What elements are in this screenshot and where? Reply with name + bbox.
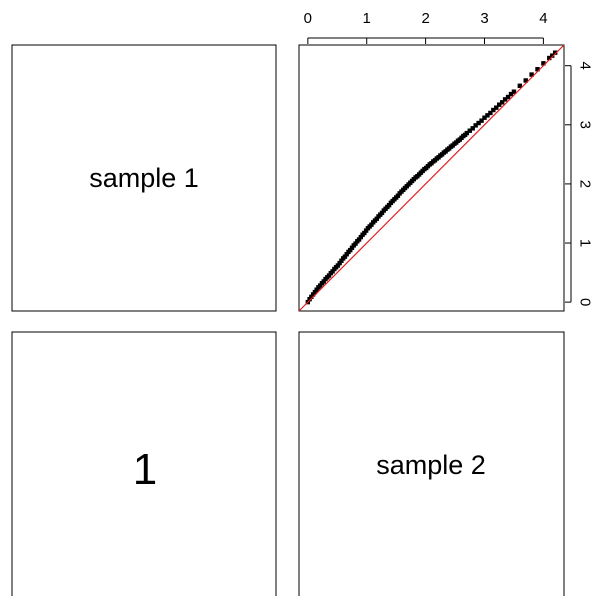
scatter-point	[505, 94, 511, 100]
y-tick-label: 4	[577, 62, 594, 70]
scatter-point	[508, 91, 514, 97]
scatter-point	[342, 254, 348, 259]
scatter-point	[497, 102, 502, 107]
scatter-point	[502, 97, 508, 102]
scatter-panel: 0 1 2 3 4 0 1 2 3 4	[298, 10, 594, 312]
scatter-point	[488, 110, 493, 116]
y-tick-label: 2	[577, 180, 594, 188]
scatter-point	[335, 263, 341, 268]
scatter-point	[337, 260, 342, 266]
scatter-point	[321, 279, 326, 284]
correlation-value: 1	[133, 445, 157, 494]
scatter-point	[499, 100, 505, 105]
panel-bottom-right	[298, 331, 565, 596]
scatter-point	[358, 234, 364, 240]
x-tick-label: 1	[363, 10, 371, 27]
y-tick-label: 0	[577, 298, 594, 306]
top-axis: 0 1 2 3 4	[304, 10, 548, 44]
panel-top-right	[298, 44, 565, 312]
reference-line	[298, 44, 565, 312]
scatter-point	[482, 115, 487, 120]
scatter-point	[326, 273, 332, 278]
scatter-point	[314, 287, 319, 292]
x-tick-label: 3	[480, 10, 488, 27]
scatter-point	[552, 50, 558, 55]
scatter-point	[309, 294, 314, 300]
x-tick-label: 2	[421, 10, 429, 27]
scatter-point	[529, 72, 534, 77]
scatter-point	[494, 105, 499, 110]
scatter-point	[467, 128, 472, 133]
y-tick-label: 3	[577, 121, 594, 129]
scatter-point	[310, 292, 316, 297]
scatter-point	[374, 216, 379, 221]
scatter-point	[485, 113, 490, 118]
scatter-point	[356, 237, 362, 242]
x-tick-label: 0	[304, 10, 312, 27]
scatter-point	[479, 118, 484, 123]
scatter-point	[547, 55, 552, 61]
scatter-point	[473, 123, 478, 128]
scatter-point	[550, 53, 555, 58]
scatter-point	[330, 269, 335, 274]
scatter-point	[511, 89, 517, 94]
right-axis: 0 1 2 3 4	[565, 62, 594, 306]
scatter-point	[476, 120, 481, 126]
scatter-point	[369, 222, 374, 227]
sample-2-label: sample 2	[376, 450, 486, 480]
scatter-point	[312, 289, 318, 295]
scatter-point	[523, 78, 528, 83]
panel-bottom-left	[11, 331, 277, 596]
scatter-point	[353, 241, 358, 246]
scatter-point	[386, 202, 392, 208]
panel-top-left	[11, 44, 277, 312]
scatter-point	[363, 228, 369, 233]
scatter-point	[307, 296, 312, 302]
scatter-point	[348, 247, 353, 253]
scatter-point	[541, 61, 546, 66]
scatter-points	[305, 50, 558, 305]
scatter-point	[470, 126, 475, 131]
x-tick-label: 4	[539, 10, 547, 27]
scatter-point	[344, 252, 349, 257]
y-tick-label: 1	[577, 239, 594, 247]
scatter-point	[395, 193, 401, 198]
scatter-point	[517, 83, 523, 88]
scatter-point	[349, 245, 355, 250]
scatter-point	[339, 258, 344, 263]
sample-1-label: sample 1	[89, 163, 199, 193]
scatter-point	[318, 283, 323, 288]
scatter-point	[464, 130, 470, 136]
scatter-point	[379, 210, 385, 216]
scatter-point	[362, 230, 367, 236]
scatter-point	[535, 67, 540, 72]
scatter-point	[491, 107, 496, 113]
